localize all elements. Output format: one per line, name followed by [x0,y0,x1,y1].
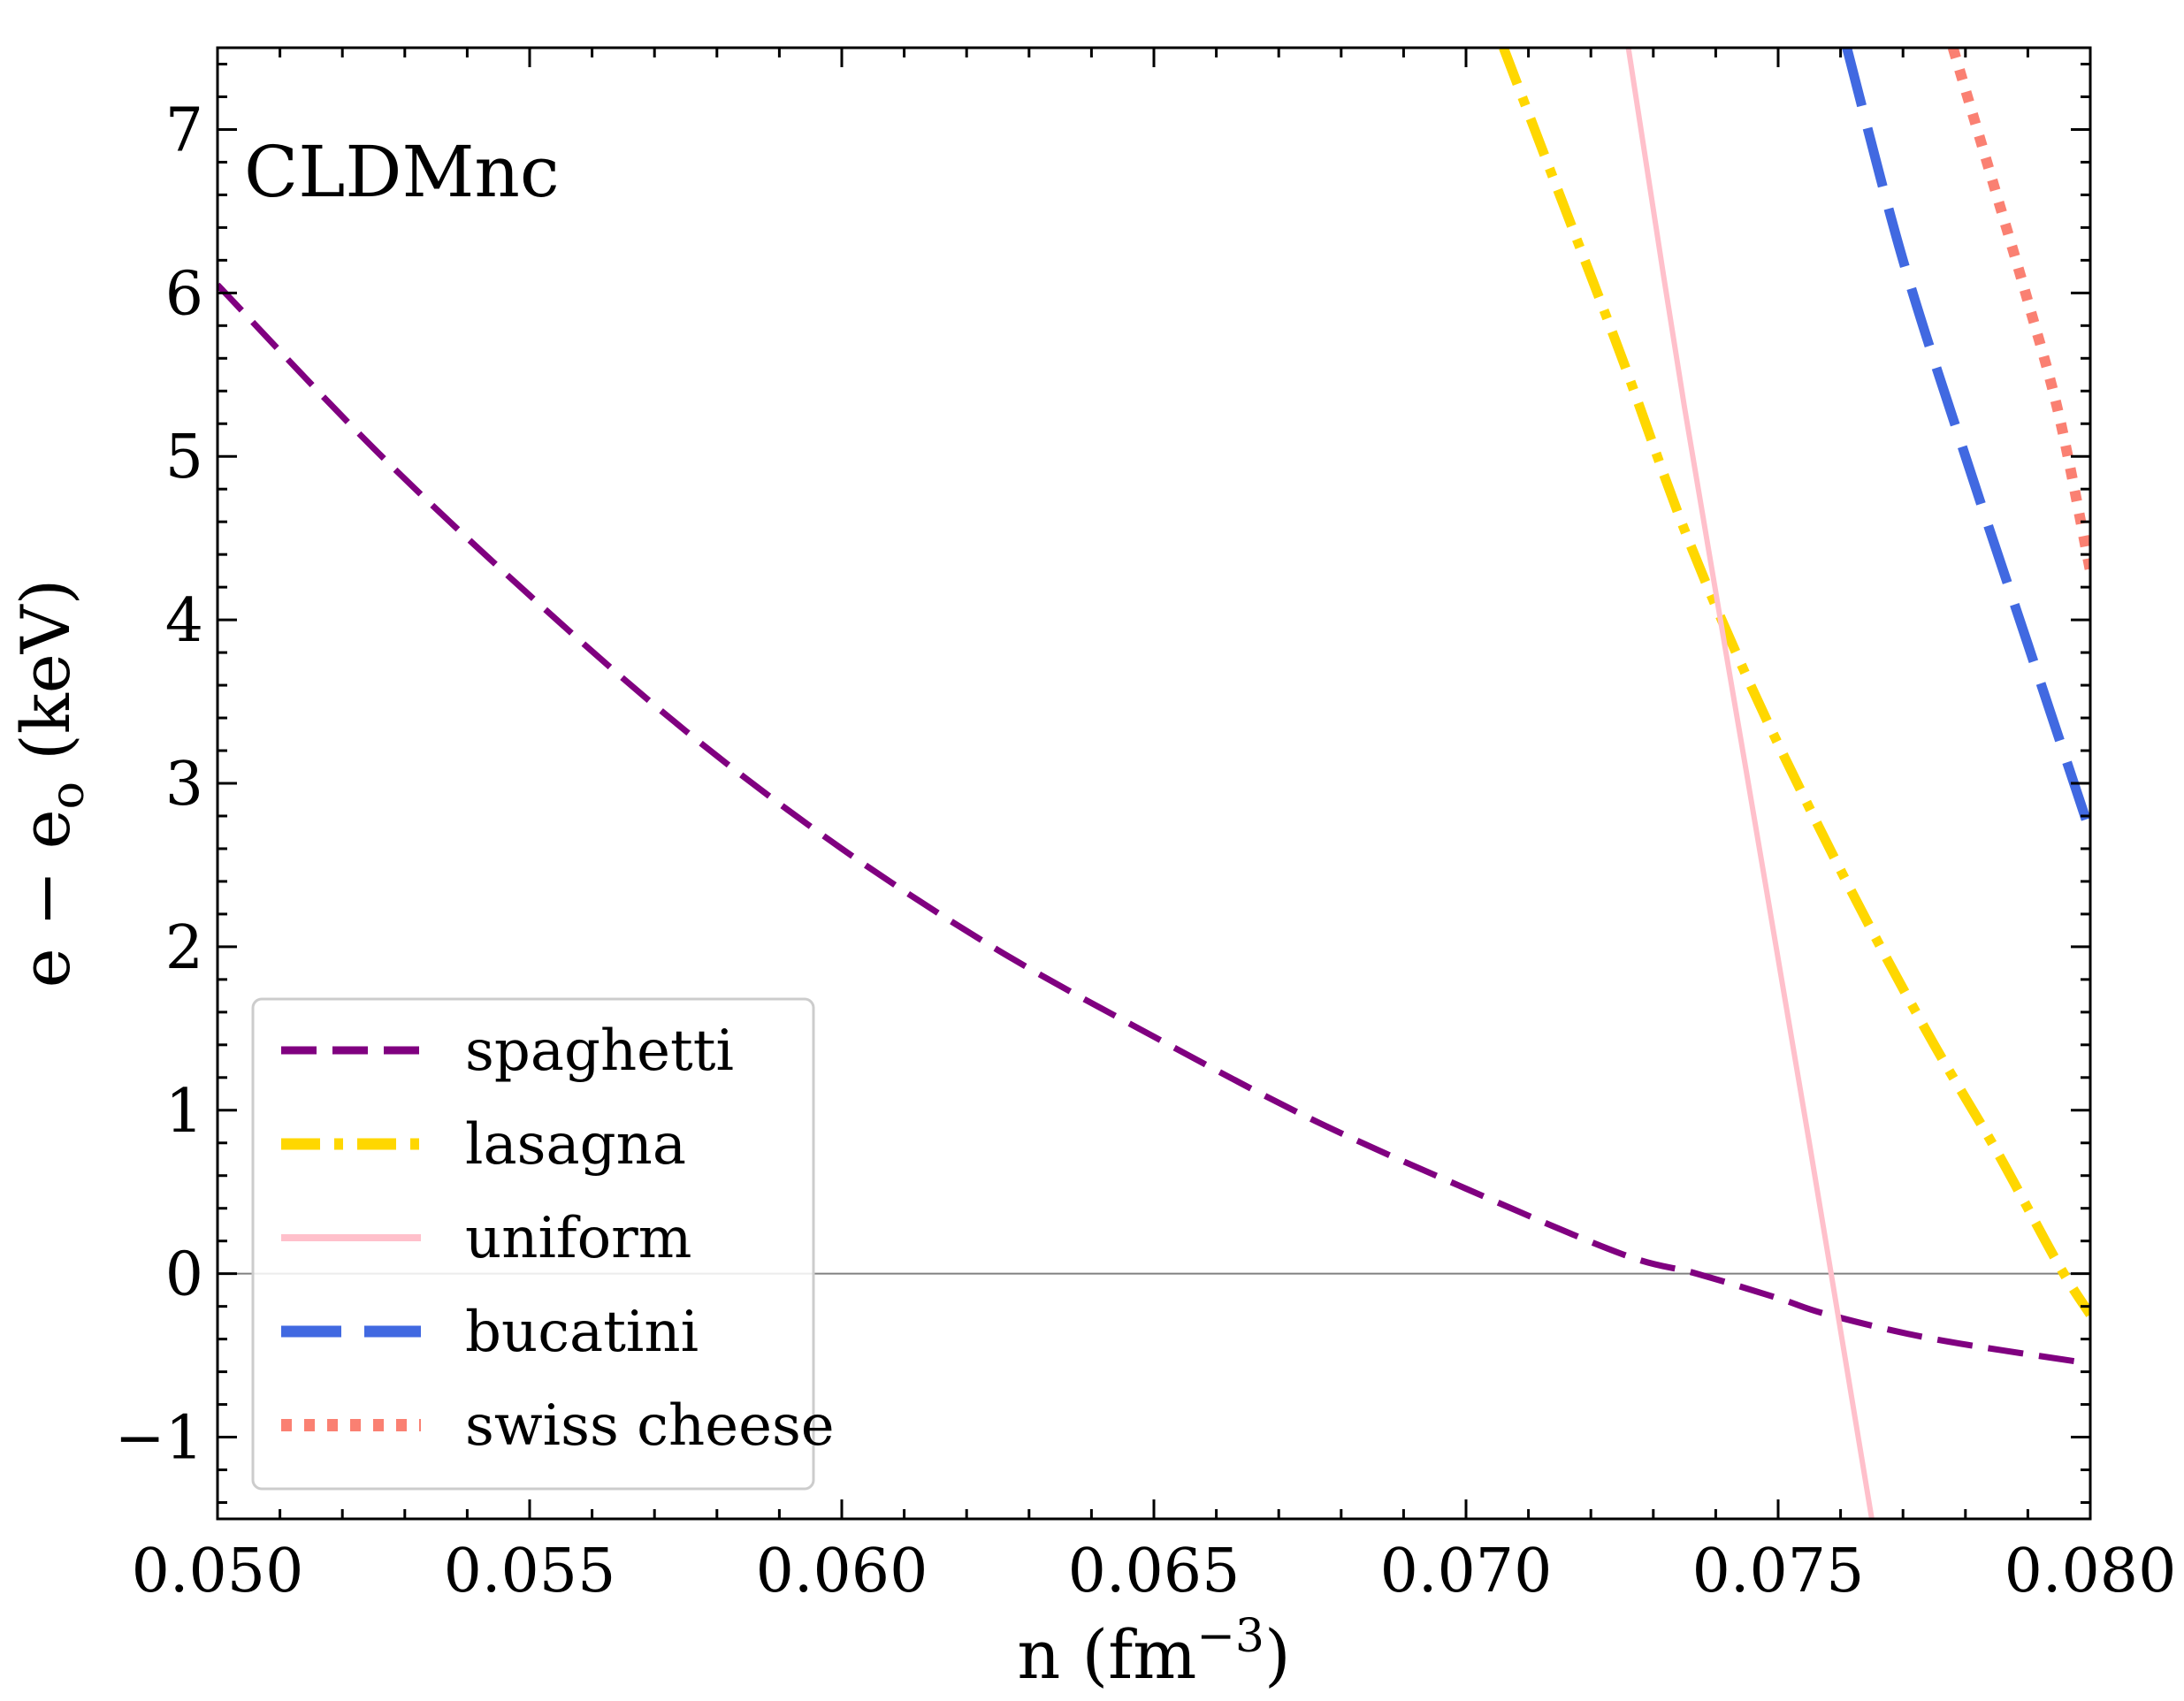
y-tick-label: 2 [165,913,203,983]
legend-item-lasagna: lasagna [281,1112,686,1178]
legend-item-uniform: uniform [281,1206,691,1271]
legend: spaghetti lasagna uniform bucatini swiss che… [251,997,835,1491]
x-axis-label: n (fm−3) [1017,1610,1290,1694]
y-tick-label: −1 [115,1404,203,1474]
legend-box [251,997,815,1491]
legend-label: uniform [465,1206,691,1271]
x-tick-label: 0.075 [1692,1537,1865,1606]
x-tick-label: 0.070 [1380,1537,1553,1606]
y-axis-label-subscript: o [42,782,95,809]
x-tick-label: 0.065 [1068,1537,1241,1606]
legend-label: spaghetti [465,1018,734,1084]
x-tick-label: 0.055 [444,1537,616,1606]
series-line-uniform [1625,48,1875,1519]
legend-label: bucatini [465,1300,699,1365]
legend-label: swiss cheese [465,1393,835,1459]
x-tick-label: 0.080 [2005,1537,2177,1606]
y-tick-label: 0 [165,1240,203,1310]
x-tick-label: 0.060 [756,1537,928,1606]
x-axis-label-exponent: −3 [1196,1610,1264,1663]
y-tick-label: 3 [165,750,203,820]
legend-item-spaghetti: spaghetti [281,1018,734,1084]
annotation-model-name: CLDMnc [244,131,560,213]
y-tick-label: 7 [165,95,203,165]
series-line-swiss-cheese [1947,48,2090,572]
y-tick-label: 4 [165,586,203,656]
series-line-bucatini [1842,48,2090,835]
y-tick-label: 5 [165,423,203,492]
legend-item-bucatini: bucatini [281,1300,699,1365]
x-tick-label: 0.050 [132,1537,304,1606]
legend-label: lasagna [465,1112,686,1178]
plot-frame [216,46,2092,1521]
y-axis-label: e − eo (keV) [6,579,95,988]
series-line-lasagna [1499,48,2090,1317]
y-tick-label: 1 [165,1077,203,1147]
y-tick-label: 6 [165,259,203,329]
legend-item-swiss-cheese: swiss cheese [281,1393,835,1459]
series-line-spaghetti [218,282,2090,1367]
